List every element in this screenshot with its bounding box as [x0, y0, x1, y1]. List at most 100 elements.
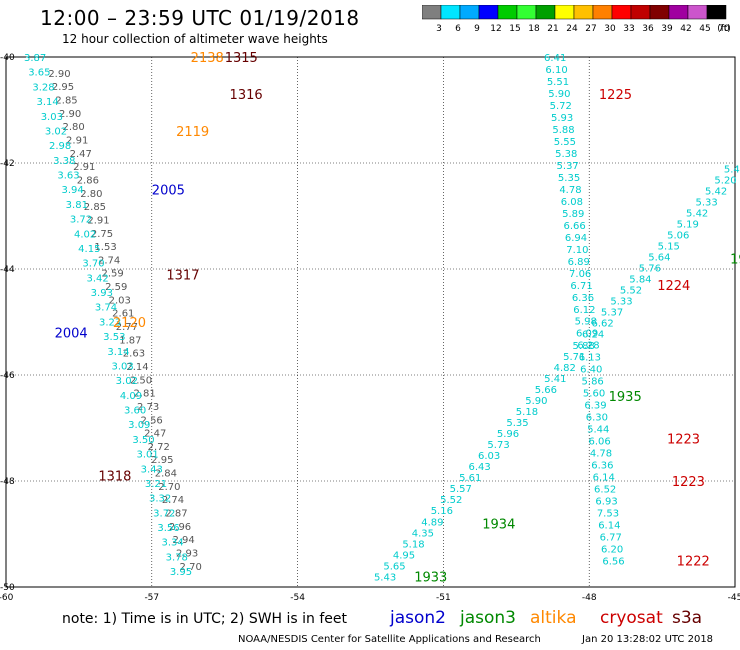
pass-time-label: 1222	[677, 555, 710, 570]
wave-height-value: 5.37	[601, 308, 623, 319]
pass-time-label: 1316	[230, 88, 263, 103]
wave-height-value: 7.10	[566, 245, 588, 256]
wave-height-value: 2.74	[162, 495, 184, 506]
wave-height-value: 6.10	[545, 65, 567, 76]
wave-height-value: 5.38	[555, 149, 577, 160]
wave-height-value: 2.47	[70, 149, 92, 160]
wave-height-value: 3.60	[124, 406, 146, 417]
latitude-tick-label: -50	[0, 583, 15, 593]
colorbar-tick-label: 70	[718, 24, 730, 34]
wave-height-value: 5.88	[552, 125, 574, 136]
wave-height-value: 2.80	[80, 189, 102, 200]
wave-height-value: 6.56	[602, 557, 624, 568]
wave-height-value: 3.87	[24, 53, 46, 64]
wave-height-value: 5.93	[551, 113, 573, 124]
wave-height-value: 2.91	[87, 215, 109, 226]
wave-height-value: 3.65	[28, 68, 50, 79]
wave-height-value: 4.78	[559, 185, 581, 196]
pass-time-label: 2005	[152, 184, 185, 199]
latitude-tick-label: -48	[0, 477, 15, 487]
pass-time-label: 1223	[667, 433, 700, 448]
wave-height-value: 2.72	[148, 442, 170, 453]
wave-height-value: 2.96	[169, 522, 191, 533]
wave-height-value: 2.63	[123, 349, 145, 360]
colorbar-tick-label: 33	[623, 24, 634, 34]
wave-height-value: 2.50	[130, 375, 152, 386]
wave-height-value: 5.66	[535, 385, 557, 396]
wave-height-value: 5.35	[506, 418, 528, 429]
wave-height-value: 3.94	[62, 185, 84, 196]
wave-height-value: 6.39	[584, 401, 606, 412]
colorbar-unit: (ft)	[717, 24, 731, 34]
wave-height-value: 5.44	[587, 425, 609, 436]
latitude-tick-label: -44	[0, 265, 15, 275]
wave-height-value: 3.21	[145, 479, 167, 490]
colorbar-tick-label: 42	[680, 24, 691, 34]
wave-height-value: 3.78	[166, 552, 188, 563]
wave-height-value: 5.20	[714, 175, 736, 186]
wave-height-value: 3.72	[70, 215, 92, 226]
wave-height-value: 4.82	[554, 363, 576, 374]
wave-height-value: 4.09	[120, 391, 142, 402]
wave-height-value: 1.53	[94, 242, 116, 253]
pass-time-label: 1935	[609, 390, 642, 405]
colorbar-tick-label: 36	[642, 24, 654, 34]
wave-height-value: 2.85	[84, 202, 106, 213]
longitude-tick-label: -45	[728, 593, 740, 603]
colorbar-tick-label: 27	[585, 24, 596, 34]
wave-height-value: 2.86	[77, 175, 99, 186]
colorbar-swatch	[706, 5, 727, 20]
longitude-tick-label: -60	[0, 593, 14, 603]
pass-time-label: 2120	[113, 316, 146, 331]
wave-height-value: 2.70	[158, 482, 180, 493]
wave-height-value: 2.14	[126, 362, 148, 373]
pass-time-label: 19	[730, 252, 740, 267]
wave-height-value: 3.81	[66, 200, 88, 211]
wave-height-value: 6.12	[573, 305, 595, 316]
wave-height-value: 5.60	[583, 389, 605, 400]
wave-height-value: 2.87	[165, 509, 187, 520]
wave-height-value: 4.89	[421, 517, 443, 528]
wave-height-value: 6.14	[598, 521, 620, 532]
wave-height-value: 2.75	[91, 229, 113, 240]
colorbar-tick-label: 12	[490, 24, 501, 34]
legend-altika: altika	[530, 608, 577, 628]
wave-height-value: 3.38	[53, 156, 75, 167]
colorbar-tick-label: 6	[455, 24, 461, 34]
wave-height-value: 1.87	[119, 335, 141, 346]
wave-height-value: 6.94	[565, 233, 587, 244]
wave-height-value: 6.93	[595, 497, 617, 508]
wave-height-value: 5.76	[639, 264, 661, 275]
colorbar-tick-label: 18	[528, 24, 540, 34]
wave-height-value: 5.90	[548, 89, 570, 100]
wave-height-value: 2.80	[63, 122, 85, 133]
pass-time-label: 1934	[482, 517, 515, 532]
wave-height-value: 3.34	[161, 538, 183, 549]
wave-height-value: 5.37	[557, 161, 579, 172]
wave-height-value: 3.72	[153, 508, 175, 519]
colorbar-tick-label: 3	[436, 24, 442, 34]
wave-height-value: 5.86	[582, 377, 604, 388]
wave-height-value: 6.24	[582, 330, 604, 341]
colorbar-tick-label: 30	[604, 24, 616, 34]
wave-height-value: 5.89	[562, 209, 584, 220]
footer-credit: NOAA/NESDIS Center for Satellite Applica…	[238, 634, 541, 645]
longitude-tick-label: -57	[144, 593, 159, 603]
latitude-tick-label: -46	[0, 371, 15, 381]
wave-height-value: 6.71	[570, 281, 592, 292]
wave-height-value: 5.64	[648, 253, 670, 264]
pass-time-label: 2138	[191, 51, 224, 66]
wave-height-value: 2.84	[155, 469, 177, 480]
wave-height-value: 5.55	[554, 137, 576, 148]
wave-height-value: 5.88	[573, 341, 595, 352]
wave-height-value: 3.70	[82, 259, 104, 270]
wave-height-value: 6.66	[563, 221, 585, 232]
footer-note: note: 1) Time is in UTC; 2) SWH is in fe…	[62, 611, 348, 627]
wave-height-value: 5.98	[575, 317, 597, 328]
wave-height-value: 5.52	[620, 286, 642, 297]
wave-height-value: 2.70	[180, 562, 202, 573]
wave-height-value: 3.09	[128, 420, 150, 431]
wave-height-value: 2.93	[176, 548, 198, 559]
wave-height-value: 3.43	[141, 464, 163, 475]
wave-height-value: 5.52	[440, 495, 462, 506]
